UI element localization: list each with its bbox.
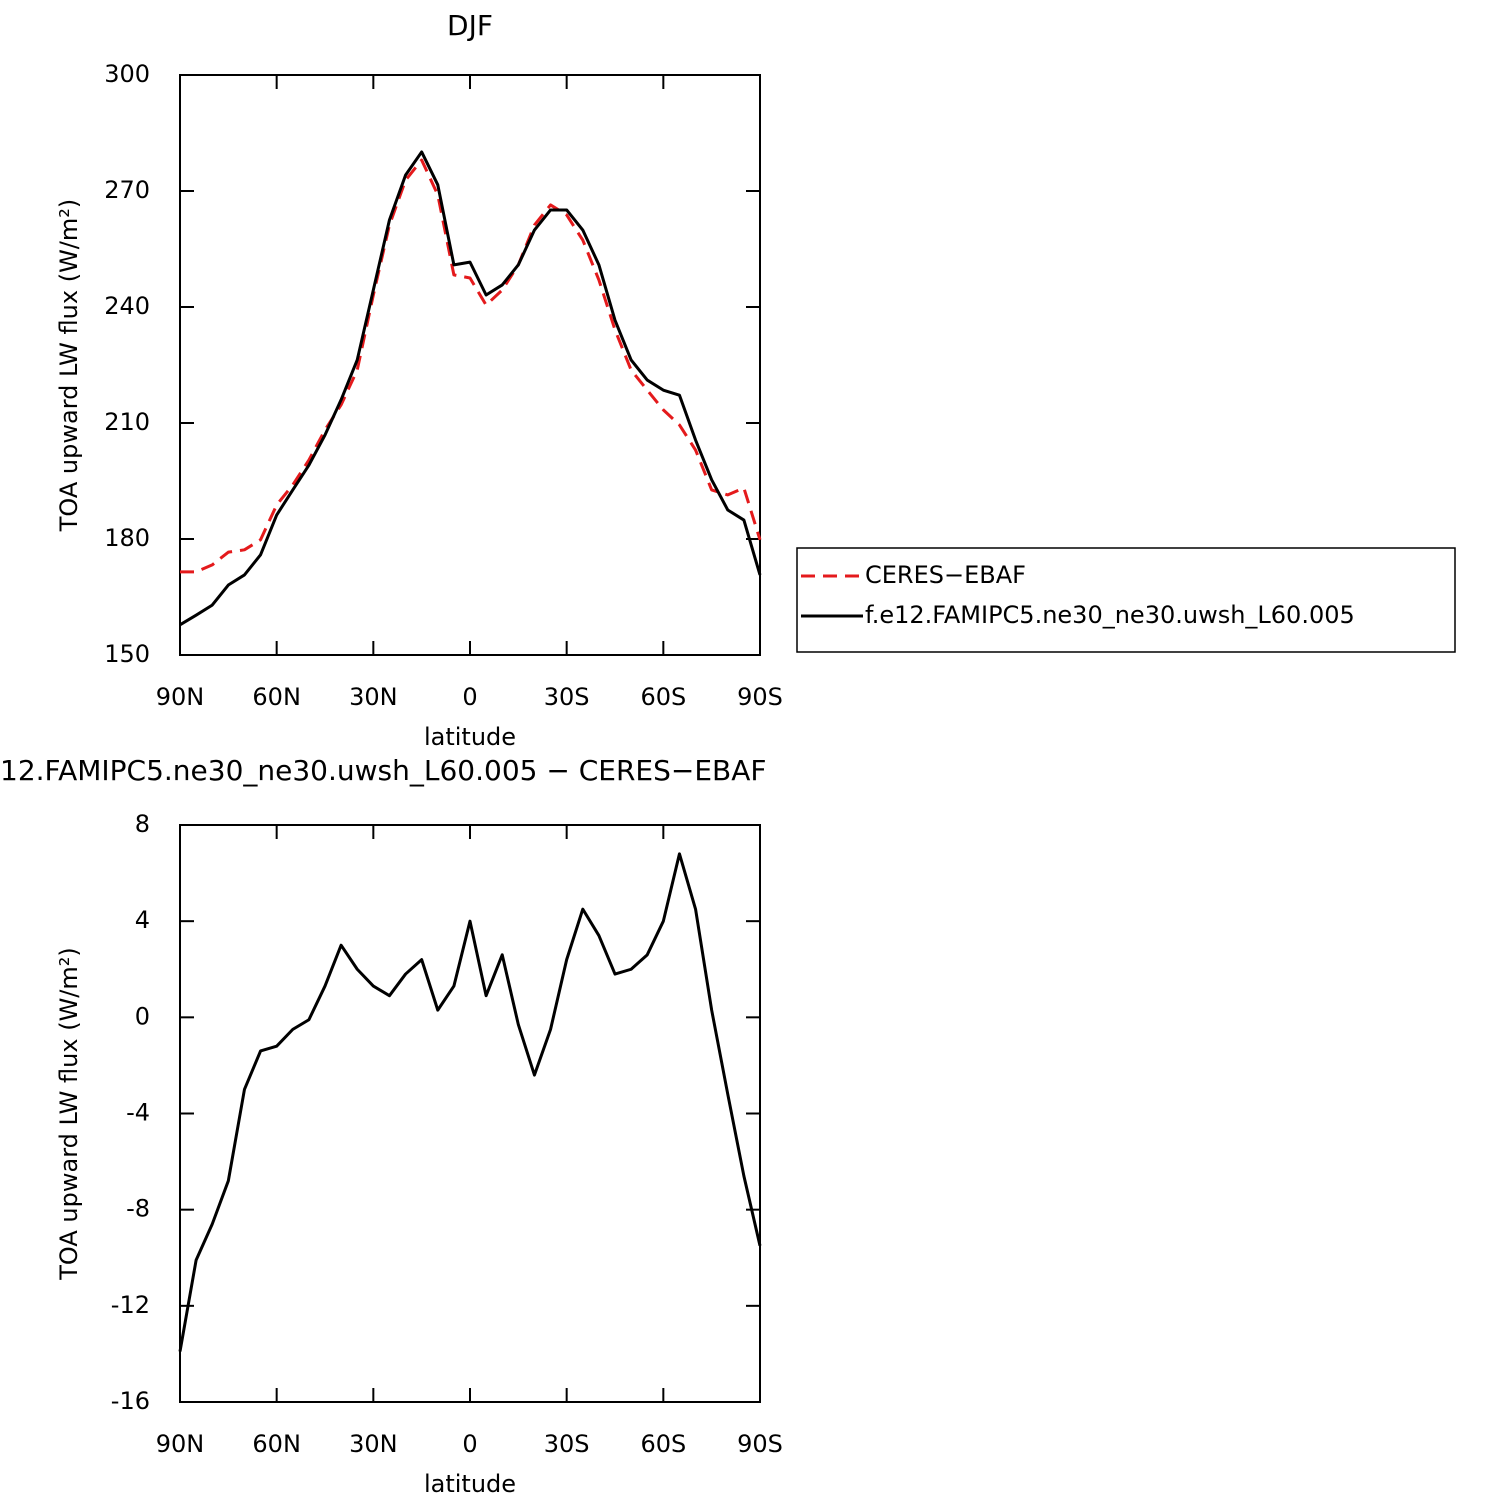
legend-label: CERES−EBAF [865, 561, 1026, 589]
x-tick-label: 60N [252, 683, 301, 711]
y-tick-label: 180 [104, 524, 150, 552]
y-tick-label: 270 [104, 176, 150, 204]
y-tick-label: 4 [135, 906, 150, 934]
x-tick-label: 30S [544, 1430, 590, 1458]
y-axis-label: TOA upward LW flux (W/m²) [55, 947, 83, 1281]
x-tick-label: 0 [462, 1430, 477, 1458]
y-tick-label: 0 [135, 1002, 150, 1030]
y-tick-label: -16 [111, 1387, 150, 1415]
chart-title: DJF [447, 9, 493, 42]
x-tick-label: 30N [349, 1430, 398, 1458]
line-series [180, 158, 762, 574]
x-tick-label: 60S [640, 1430, 686, 1458]
x-tick-label: 0 [462, 683, 477, 711]
y-tick-label: -12 [111, 1291, 150, 1319]
x-tick-label: 90S [737, 1430, 783, 1458]
legend-label: f.e12.FAMIPC5.ne30_ne30.uwsh_L60.005 [865, 601, 1355, 629]
y-tick-label: -8 [126, 1195, 150, 1223]
x-tick-label: 90N [156, 683, 205, 711]
plot-frame [179, 824, 761, 1403]
y-tick-label: -4 [126, 1099, 150, 1127]
x-tick-label: 90S [737, 683, 783, 711]
line-series [179, 150, 762, 627]
x-tick-label: 30S [544, 683, 590, 711]
chart-title: 12.FAMIPC5.ne30_ne30.uwsh_L60.005 − CERE… [0, 754, 767, 787]
y-tick-label: 8 [135, 810, 150, 838]
y-tick-label: 240 [104, 292, 150, 320]
y-tick-label: 150 [104, 640, 150, 668]
plot-frame [179, 74, 761, 656]
x-axis-label: latitude [424, 723, 516, 751]
legend-box [796, 547, 1456, 653]
line-series [178, 852, 762, 1352]
y-axis-label: TOA upward LW flux (W/m²) [55, 199, 83, 533]
x-tick-label: 30N [349, 683, 398, 711]
y-tick-label: 210 [104, 408, 150, 436]
x-tick-label: 60N [252, 1430, 301, 1458]
y-tick-label: 300 [104, 60, 150, 88]
x-tick-label: 60S [640, 683, 686, 711]
x-tick-label: 90N [156, 1430, 205, 1458]
x-axis-label: latitude [424, 1470, 516, 1498]
